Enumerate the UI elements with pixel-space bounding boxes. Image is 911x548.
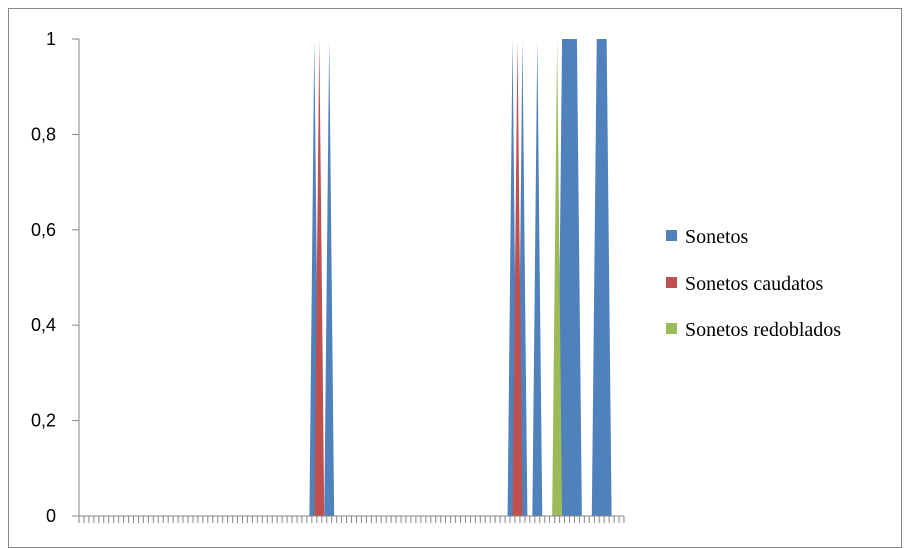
chart-area: [8, 8, 902, 548]
legend-item-sonetos-redoblados: Sonetos redoblados: [666, 319, 841, 341]
legend-swatch-sonetos: [666, 230, 677, 241]
y-tick-label: 0,2: [31, 411, 56, 431]
y-tick-label: 0,4: [31, 315, 56, 335]
y-tick-label: 0,6: [31, 220, 56, 240]
legend-item-sonetos: Sonetos: [666, 226, 749, 248]
y-tick-label: 0,8: [31, 124, 56, 144]
series-layer: [81, 39, 622, 516]
legend-swatch-sonetos-caudatos: [666, 277, 677, 288]
y-axis-ticks: 0 0,2 0,4 0,6 0,8 1: [31, 29, 79, 526]
legend-label-sonetos: Sonetos: [685, 226, 749, 248]
legend-label-sonetos-redoblados: Sonetos redoblados: [685, 319, 841, 341]
y-tick-label: 1: [46, 29, 56, 49]
legend-item-sonetos-caudatos: Sonetos caudatos: [666, 273, 824, 295]
legend-swatch-sonetos-redoblados: [666, 323, 677, 334]
x-axis-ticks: [78, 516, 625, 523]
legend-label-sonetos-caudatos: Sonetos caudatos: [685, 273, 824, 295]
y-tick-label: 0: [46, 506, 56, 526]
plot-area: 0 0,2 0,4 0,6 0,8 1: [31, 29, 625, 526]
series-area-sonetos: [81, 39, 622, 516]
legend: Sonetos Sonetos caudatos Sonetos redobla…: [666, 226, 841, 341]
